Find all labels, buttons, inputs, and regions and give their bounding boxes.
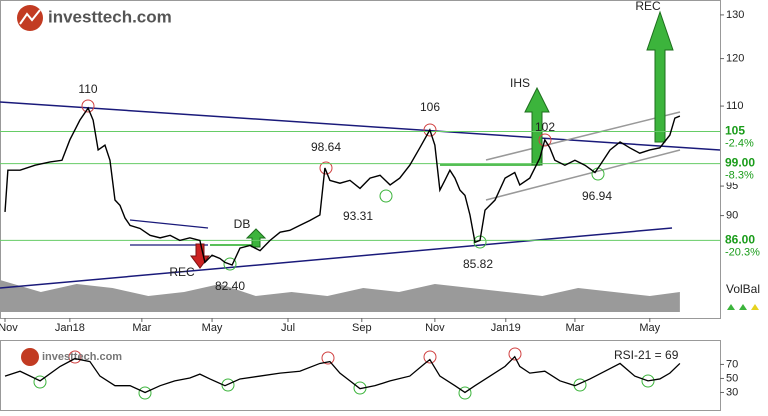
rsi-label: RSI-21 = 69	[614, 348, 679, 362]
rsi-tick-label: 70	[726, 358, 738, 370]
background	[0, 0, 721, 411]
volbal-icon	[739, 304, 747, 310]
channel-line	[485, 111, 681, 161]
pattern-label: REC	[635, 0, 661, 13]
rsi-line	[4, 355, 681, 394]
level-label: 99.00	[725, 156, 755, 170]
x-tick-label: Mar	[565, 322, 584, 334]
level-label: 105	[725, 124, 745, 138]
price-panel	[0, 0, 721, 319]
rsi-panel	[0, 340, 721, 411]
trough-marker	[138, 386, 152, 400]
trough-marker	[223, 257, 237, 271]
level-box	[722, 156, 766, 183]
x-tick-label: Jul	[281, 322, 295, 334]
volbal-icon	[751, 304, 759, 310]
x-tick-label: Jan18	[55, 322, 85, 334]
signal-arrow	[245, 228, 267, 248]
trough-label: 96.94	[582, 189, 612, 203]
level-label: 86.00	[725, 233, 755, 247]
trough-marker	[641, 374, 655, 388]
x-tick-label: Sep	[352, 322, 372, 334]
pattern-label: DB	[234, 217, 251, 231]
pattern-label: IHS	[510, 76, 530, 90]
decorations	[0, 5, 759, 400]
volume-area	[0, 280, 680, 312]
y-tick-label: 130	[726, 9, 744, 21]
price-line	[4, 106, 681, 266]
trough-marker	[458, 386, 472, 400]
x-tick-label: Jan19	[491, 322, 521, 334]
rsi-tick-label: 50	[726, 372, 738, 384]
peak-label: 110	[78, 82, 97, 96]
logo-icon	[21, 348, 39, 366]
level-box	[722, 233, 766, 260]
x-tick-label: Mar	[132, 322, 151, 334]
peak-marker	[423, 350, 437, 364]
peak-label: 106	[420, 100, 440, 114]
peak-marker	[319, 161, 333, 175]
level-box	[722, 124, 766, 151]
level-change: -20.3%	[725, 246, 760, 258]
trend-line	[0, 101, 721, 151]
x-tick-label: May	[202, 322, 223, 334]
peak-marker	[81, 99, 95, 113]
trough-marker	[33, 375, 47, 389]
peak-marker	[68, 350, 82, 364]
y-tick-label: 110	[726, 100, 744, 112]
trend-line	[129, 219, 209, 229]
volbal-label: VolBal	[726, 282, 760, 296]
level-change: -8.3%	[725, 169, 754, 181]
pattern-label: REC	[169, 265, 195, 279]
rsi-tick-label: 30	[726, 386, 738, 398]
y-tick-label: 95	[726, 180, 738, 192]
level-change: -2.4%	[725, 137, 754, 149]
trend-line	[0, 227, 673, 289]
y-tick-label: 90	[726, 209, 738, 221]
peak-label: 98.64	[311, 140, 341, 154]
signal-arrow	[646, 10, 674, 143]
x-tick-label: Nov	[0, 322, 18, 334]
trough-marker	[473, 235, 487, 249]
signal-arrow	[524, 86, 550, 166]
trough-marker	[379, 189, 393, 203]
x-tick-label: May	[639, 322, 660, 334]
peak-marker	[508, 347, 522, 361]
peak-marker	[321, 351, 335, 365]
volbal-icon	[727, 304, 735, 310]
trough-label: 85.82	[463, 257, 493, 271]
peak-marker	[538, 133, 552, 147]
peak-marker	[423, 123, 437, 137]
logo-icon	[19, 9, 41, 25]
x-tick-label: Nov	[425, 322, 445, 334]
trough-label: 93.31	[343, 209, 373, 223]
logo-text: investtech.com	[42, 351, 122, 363]
channel-line	[485, 149, 681, 201]
trough-label: 82.40	[215, 279, 245, 293]
peak-label: 102	[535, 120, 555, 134]
y-tick-label: 120	[726, 52, 744, 64]
logo-text: investtech.com	[48, 7, 172, 26]
